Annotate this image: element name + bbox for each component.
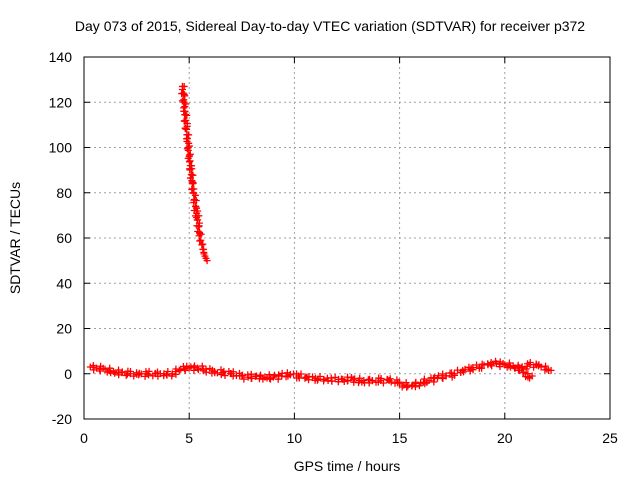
data-point: [537, 363, 545, 371]
data-point: [194, 366, 202, 374]
data-point: [111, 369, 119, 377]
y-tick-label: 20: [56, 321, 72, 337]
y-tick-label: 40: [56, 275, 72, 291]
data-point: [184, 154, 192, 162]
data-point: [524, 373, 532, 381]
data-point: [137, 370, 145, 378]
y-tick-label: 80: [56, 185, 72, 201]
x-axis-title: GPS time / hours: [294, 458, 401, 474]
data-point: [181, 125, 189, 133]
data-point: [320, 375, 328, 383]
data-point: [186, 165, 194, 173]
data-point: [379, 379, 387, 387]
y-tick-label: 100: [49, 140, 73, 156]
data-point: [368, 377, 376, 385]
grid-lines: [84, 57, 610, 419]
data-point: [528, 372, 536, 380]
data-point: [145, 367, 153, 375]
data-point: [118, 368, 126, 376]
data-point: [344, 376, 352, 384]
data-point: [523, 362, 531, 370]
x-tick-label: 15: [392, 430, 408, 446]
data-point: [192, 196, 200, 204]
data-point: [179, 86, 187, 94]
series-baseline: [86, 357, 555, 391]
data-point: [442, 372, 450, 380]
y-axis-title: SDTVAR / TECUs: [7, 182, 23, 294]
data-point: [395, 378, 403, 386]
data-point: [190, 366, 198, 374]
data-point: [496, 363, 504, 371]
data-point: [175, 366, 183, 374]
data-point: [221, 372, 229, 380]
series-dip: [511, 364, 536, 382]
data-point: [434, 372, 442, 380]
y-tick-label: 140: [49, 49, 73, 65]
data-point: [196, 237, 204, 245]
data-marks: [86, 82, 555, 391]
x-tick-label: 0: [80, 430, 88, 446]
data-point: [386, 375, 394, 383]
y-tick-label: 0: [64, 366, 72, 382]
series-steep-arc: [178, 82, 211, 265]
data-point: [203, 257, 211, 265]
data-point: [188, 185, 196, 193]
y-tick-label: -20: [52, 411, 72, 427]
data-point: [461, 365, 469, 373]
data-point: [316, 372, 324, 380]
data-point: [469, 366, 477, 374]
data-point: [248, 374, 256, 382]
data-point: [492, 360, 500, 368]
data-point: [164, 367, 172, 375]
data-point: [189, 179, 197, 187]
y-tick-label: 120: [49, 94, 73, 110]
data-point: [186, 174, 194, 182]
data-point: [542, 362, 550, 370]
data-point: [195, 222, 203, 230]
data-point: [182, 116, 190, 124]
data-point: [183, 145, 191, 153]
axis-ticks: 0 5 10 15 20 25 -20 0 20 40 60 80 100 120 140: [49, 49, 618, 446]
data-point: [488, 362, 496, 370]
data-point: [122, 371, 130, 379]
data-point: [377, 374, 385, 382]
data-point: [328, 377, 336, 385]
data-point: [191, 191, 199, 199]
data-point: [126, 367, 134, 375]
data-point: [451, 371, 459, 379]
data-point: [202, 368, 210, 376]
data-point: [185, 364, 193, 372]
data-point: [240, 375, 248, 383]
data-point: [526, 359, 534, 367]
x-tick-label: 25: [602, 430, 618, 446]
data-point: [195, 212, 203, 220]
data-point: [547, 366, 555, 374]
x-tick-label: 20: [497, 430, 513, 446]
data-point: [198, 241, 206, 249]
data-point: [199, 245, 207, 253]
y-tick-label: 60: [56, 230, 72, 246]
data-point: [185, 158, 193, 166]
x-tick-label: 10: [287, 430, 303, 446]
data-point: [182, 100, 190, 108]
data-point: [194, 364, 202, 372]
data-point: [313, 376, 321, 384]
data-point: [487, 360, 495, 368]
data-point: [183, 111, 191, 119]
data-point: [180, 82, 188, 90]
data-point: [297, 370, 305, 378]
data-point: [197, 236, 205, 244]
data-point: [387, 378, 395, 386]
chart-title: Day 073 of 2015, Sidereal Day-to-day VTE…: [75, 18, 585, 34]
x-tick-label: 5: [185, 430, 193, 446]
data-point: [520, 369, 528, 377]
